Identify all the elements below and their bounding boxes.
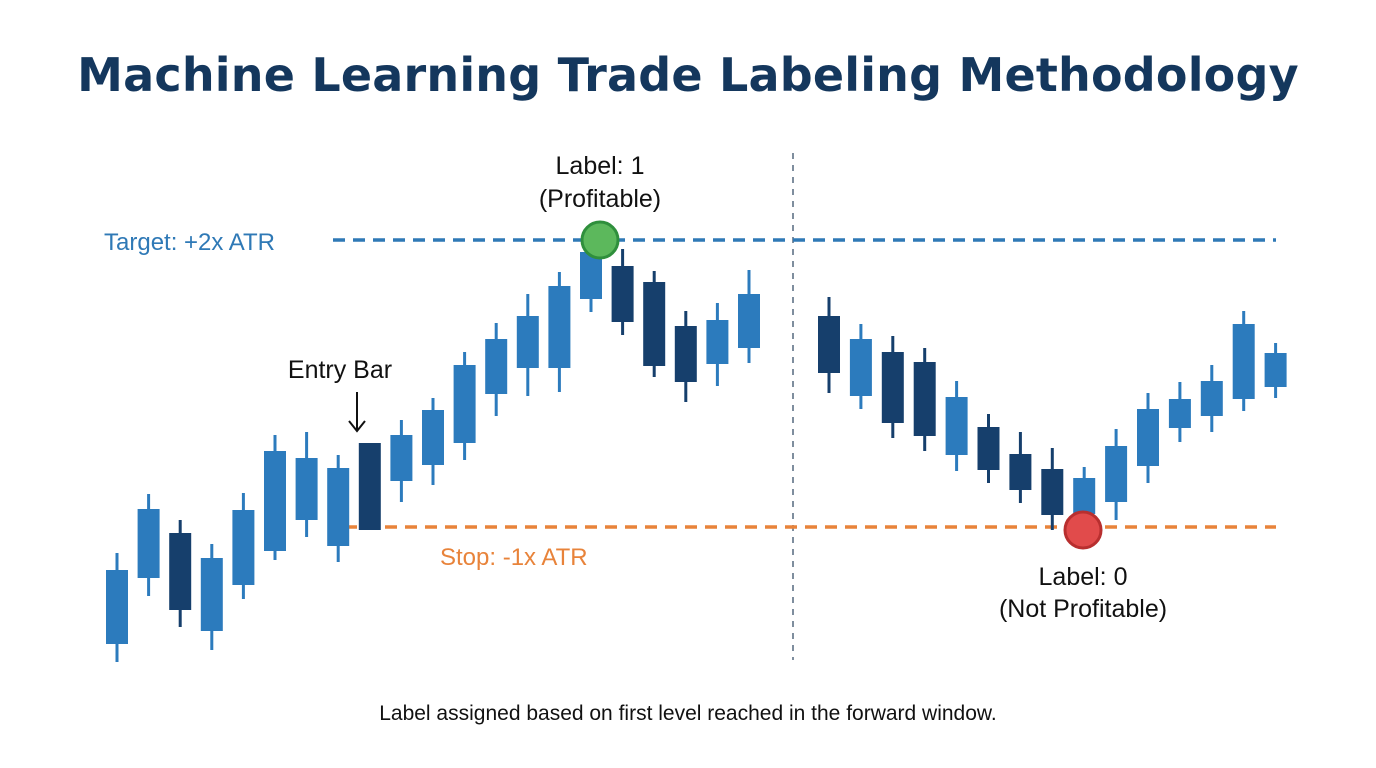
label-1-title: Label: 1 — [556, 152, 645, 180]
candle-body — [913, 362, 936, 436]
left-candle-14 — [516, 294, 539, 396]
candle-body — [169, 533, 192, 610]
candle-body — [1105, 446, 1128, 502]
right-candle-5 — [945, 381, 968, 471]
left-candle-15 — [548, 272, 571, 392]
right-candle-3 — [881, 336, 904, 438]
candle-body — [611, 266, 634, 322]
candle-body — [1200, 381, 1223, 416]
candle-body — [1041, 469, 1064, 515]
candle-body — [232, 510, 255, 585]
label-0-subtitle: (Not Profitable) — [999, 595, 1167, 623]
right-candle-15 — [1264, 343, 1287, 398]
candle-body — [706, 320, 729, 364]
entry-bar-label: Entry Bar — [288, 356, 392, 384]
candle-body — [849, 339, 872, 396]
left-candle-21 — [738, 270, 760, 363]
candle-body — [453, 365, 476, 443]
candle-body — [137, 509, 160, 578]
candles-left-window — [106, 237, 760, 662]
right-candle-4 — [913, 348, 936, 451]
candle-body — [1168, 399, 1191, 428]
label-0-title: Label: 0 — [1039, 563, 1128, 591]
left-candle-13 — [485, 323, 508, 416]
left-candle-12 — [453, 352, 476, 460]
candles-right-window — [818, 297, 1287, 533]
right-candle-10 — [1105, 429, 1128, 520]
candle-body — [1009, 454, 1032, 490]
candle-body — [1264, 353, 1287, 387]
right-candle-6 — [977, 414, 1000, 483]
stop-hit-marker — [1063, 510, 1103, 550]
left-candle-2 — [137, 494, 160, 596]
left-candle-3 — [169, 520, 192, 627]
stop-level-label: Stop: -1x ATR — [440, 544, 588, 571]
candle-body — [264, 451, 286, 551]
candle-body — [818, 316, 840, 373]
left-candle-1 — [106, 553, 128, 662]
right-candle-1 — [818, 297, 840, 393]
left-candle-11 — [422, 398, 444, 485]
candle-body — [295, 458, 318, 520]
left-candle-18 — [643, 271, 666, 377]
right-candle-2 — [849, 324, 872, 409]
label-1-subtitle: (Profitable) — [539, 185, 661, 213]
candle-body — [1137, 409, 1159, 466]
left-candle-6 — [264, 435, 286, 560]
left-candle-7 — [295, 432, 318, 537]
left-candle-5 — [232, 493, 255, 599]
candle-body — [945, 397, 968, 455]
candle-body — [643, 282, 666, 366]
candle-body — [358, 443, 381, 530]
candle-body — [881, 352, 904, 423]
candle-body — [1073, 478, 1096, 514]
left-candle-20 — [706, 303, 729, 386]
left-candle-19 — [674, 311, 697, 402]
candle-body — [674, 326, 697, 382]
candle-body — [422, 410, 444, 465]
entry-candle — [327, 455, 350, 562]
caption: Label assigned based on first level reac… — [379, 702, 997, 725]
entry-arrow-icon — [348, 392, 366, 433]
candle-body — [485, 339, 508, 394]
right-candle-12 — [1168, 382, 1191, 442]
target-hit-marker — [580, 220, 620, 260]
left-candle-17 — [611, 249, 634, 335]
candle-body — [390, 435, 413, 481]
candle-body — [977, 427, 1000, 470]
candle-body — [738, 294, 760, 348]
candle-body — [106, 570, 128, 644]
page-title: Machine Learning Trade Labeling Methodol… — [77, 48, 1299, 102]
target-level-label: Target: +2x ATR — [104, 229, 275, 256]
candle-body — [1232, 324, 1255, 399]
candle-body — [327, 468, 350, 546]
left-candle-9 — [358, 443, 381, 530]
right-candle-14 — [1232, 311, 1255, 411]
candle-body — [516, 316, 539, 368]
right-candle-13 — [1200, 365, 1223, 432]
right-candle-7 — [1009, 432, 1032, 503]
candle-body — [548, 286, 571, 368]
right-candle-11 — [1137, 393, 1159, 483]
left-candle-10 — [390, 420, 413, 502]
candle-body — [200, 558, 223, 631]
candle-body — [580, 252, 602, 299]
right-candle-8 — [1041, 448, 1064, 530]
left-candle-4 — [200, 544, 223, 650]
